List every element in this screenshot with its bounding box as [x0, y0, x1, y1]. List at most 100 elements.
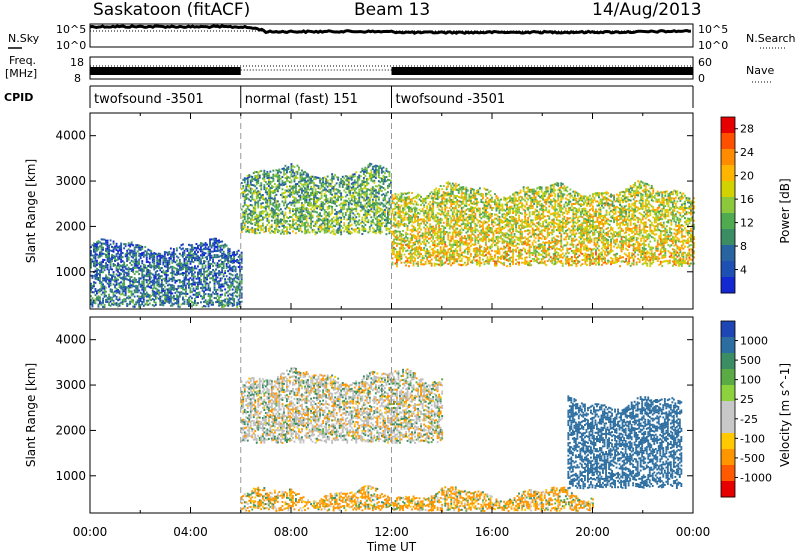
power-cell	[448, 243, 451, 246]
power-cell	[353, 187, 356, 190]
power-cell	[286, 228, 288, 231]
power-cell	[396, 238, 398, 241]
power-cell	[483, 201, 486, 204]
power-cell	[454, 205, 457, 208]
power-cell	[403, 214, 406, 217]
power-cell	[227, 290, 230, 293]
power-cell	[127, 287, 130, 290]
power-cell	[432, 217, 435, 220]
power-cell	[335, 213, 338, 215]
power-cell	[133, 262, 136, 265]
power-cell	[118, 286, 121, 289]
power-cell	[248, 208, 251, 211]
power-cell	[311, 194, 314, 197]
power-cell	[441, 239, 444, 242]
power-cell	[168, 301, 171, 304]
power-cell	[361, 182, 364, 184]
power-cell	[400, 247, 403, 250]
power-cell	[136, 270, 139, 273]
power-cell	[319, 191, 321, 194]
power-cell	[185, 272, 187, 275]
power-cell	[435, 236, 438, 239]
power-cell	[264, 199, 267, 202]
power-cell	[325, 227, 328, 230]
power-cell	[460, 254, 463, 256]
power-cell	[347, 216, 350, 219]
power-cell	[278, 170, 281, 173]
power-cell	[248, 186, 251, 189]
power-cell	[175, 273, 178, 276]
power-cell	[435, 232, 438, 235]
power-cell	[418, 223, 421, 225]
cpid-segment-label: twofsound -3501	[396, 92, 506, 107]
power-cell	[310, 204, 312, 207]
power-cell	[240, 222, 243, 225]
power-cell	[287, 190, 290, 193]
power-cell	[474, 196, 477, 199]
power-cell	[123, 300, 126, 303]
power-cell	[183, 278, 186, 281]
power-cell	[138, 289, 141, 292]
power-cell	[97, 272, 100, 275]
power-cell	[283, 220, 285, 223]
power-cell	[412, 229, 415, 232]
power-cell	[186, 254, 189, 257]
power-cell	[175, 280, 178, 282]
power-cell	[374, 197, 377, 200]
power-cell	[344, 203, 347, 206]
power-cell	[108, 277, 110, 280]
power-cell	[166, 262, 169, 264]
power-cell	[441, 249, 444, 252]
power-cell	[127, 289, 130, 292]
power-cell	[192, 254, 195, 257]
power-cell	[150, 252, 153, 255]
power-cell	[460, 239, 463, 242]
power-cell	[475, 253, 478, 256]
power-cell	[444, 208, 447, 211]
power-cell	[115, 279, 118, 282]
power-cell	[466, 228, 469, 231]
power-cell	[153, 282, 156, 285]
power-cell	[209, 271, 211, 274]
power-cell	[281, 225, 284, 227]
power-cell	[204, 301, 207, 304]
power-cell	[91, 305, 94, 308]
power-cell	[209, 277, 211, 280]
power-cell	[433, 197, 436, 200]
power-cell	[240, 192, 243, 195]
power-cell	[248, 216, 251, 219]
power-cell	[243, 177, 246, 180]
power-cell	[201, 289, 204, 292]
power-cell	[341, 186, 344, 188]
power-cell	[405, 205, 407, 208]
power-cell	[426, 250, 429, 253]
power-cell	[453, 260, 456, 263]
power-cell	[396, 259, 398, 261]
power-cell	[293, 196, 296, 199]
power-cell	[100, 254, 103, 257]
power-cell	[313, 229, 315, 231]
power-cell	[355, 204, 358, 206]
power-cell	[171, 267, 174, 270]
freq-label: Freq.	[9, 54, 36, 67]
power-cell	[159, 252, 162, 255]
power-cell	[123, 243, 126, 246]
power-cell	[144, 289, 147, 291]
power-cell	[168, 257, 171, 259]
power-cell	[136, 250, 139, 253]
power-cell	[472, 190, 475, 193]
power-cell	[417, 246, 419, 249]
power-cell	[418, 208, 421, 211]
power-cell	[304, 171, 306, 173]
power-cell	[423, 257, 426, 260]
power-cell	[329, 219, 332, 222]
power-cell	[243, 209, 246, 212]
power-cell	[384, 210, 386, 213]
power-cell	[353, 183, 356, 186]
power-cell	[102, 285, 104, 288]
power-cell	[373, 173, 376, 176]
power-cell	[463, 194, 466, 197]
power-cell	[301, 179, 303, 182]
power-cell	[424, 220, 427, 222]
power-cell	[445, 257, 448, 260]
